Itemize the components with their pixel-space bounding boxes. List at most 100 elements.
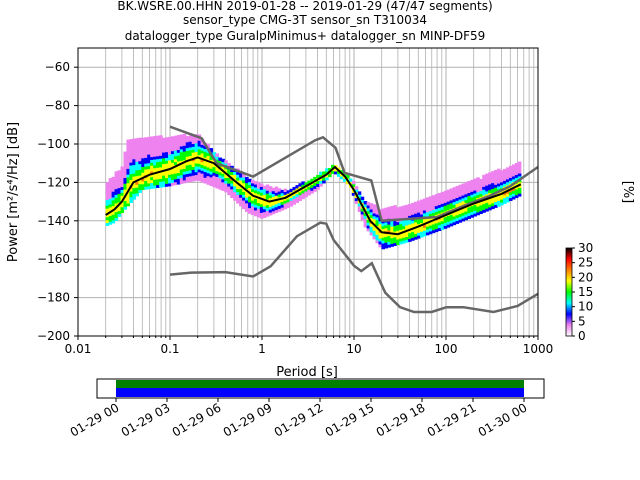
pdf-cell	[153, 141, 157, 146]
pdf-cell	[250, 188, 255, 193]
pdf-cell	[132, 161, 136, 166]
pdf-cell	[197, 148, 202, 153]
pdf-cell	[221, 161, 225, 166]
pdf-cell	[185, 153, 190, 157]
pdf-cell	[517, 193, 522, 197]
pdf-cell	[298, 197, 302, 202]
pdf-cell	[402, 208, 406, 212]
pdf-cell	[159, 164, 163, 168]
pdf-cell	[221, 173, 225, 177]
pdf-cell	[132, 173, 136, 177]
pdf-cell	[440, 191, 445, 196]
pdf-cell	[422, 207, 427, 211]
pdf-cell	[304, 188, 308, 192]
pdf-cell	[381, 214, 386, 218]
pdf-cell	[390, 237, 394, 242]
pdf-cell	[437, 227, 442, 231]
pdf-cell	[369, 206, 374, 210]
plot-area: 0.01 0.1 1 10 100 1000−200−180−160−140−120−10…	[37, 47, 553, 356]
pdf-cell	[253, 207, 258, 211]
pdf-cell	[191, 137, 196, 142]
pdf-cell	[508, 168, 513, 173]
pdf-cell	[129, 139, 133, 143]
pdf-cell	[179, 180, 184, 184]
pdf-cell	[230, 191, 234, 196]
pdf-cell	[402, 211, 406, 215]
pdf-cell	[443, 225, 448, 229]
pdf-cell	[156, 144, 160, 148]
pdf-cell	[126, 153, 131, 158]
pdf-cell	[354, 186, 359, 190]
pdf-cell	[120, 200, 125, 205]
pdf-cell	[419, 231, 424, 235]
colorbar-tick-label: 5	[578, 314, 586, 328]
pdf-cell	[277, 208, 282, 212]
pdf-cell	[277, 191, 282, 195]
pdf-cell	[132, 155, 136, 160]
pdf-cell	[280, 195, 285, 200]
pdf-cell	[194, 145, 199, 150]
pdf-cell	[351, 180, 356, 185]
y-tick-label: −180	[37, 291, 70, 305]
pdf-cell	[236, 171, 240, 175]
pdf-cell	[455, 214, 460, 219]
pdf-cell	[502, 183, 507, 187]
pdf-cell	[256, 185, 261, 189]
pdf-cell	[209, 148, 214, 152]
pdf-cell	[126, 191, 131, 195]
pdf-cell	[479, 207, 483, 212]
pdf-cell	[129, 170, 133, 175]
pdf-cell	[245, 208, 249, 212]
pdf-cell	[197, 157, 202, 161]
pdf-cell	[491, 179, 495, 184]
pdf-cell	[245, 199, 249, 204]
pdf-cell	[396, 210, 400, 214]
pdf-cell	[200, 150, 205, 154]
pdf-cell	[144, 180, 148, 184]
pdf-cell	[206, 178, 211, 182]
pdf-cell	[170, 136, 175, 140]
pdf-cell	[164, 180, 169, 184]
pdf-cell	[194, 168, 199, 173]
pdf-cell	[256, 191, 261, 195]
noise-model-high-line	[169, 125, 538, 223]
pdf-cell	[363, 201, 368, 205]
pdf-cell	[422, 218, 427, 223]
title-line-1: BK.WSRE.00.HHN 2019-01-28 -- 2019-01-29 …	[117, 0, 492, 13]
pdf-cell	[428, 210, 433, 215]
pdf-cell	[123, 151, 128, 155]
pdf-cell	[135, 164, 139, 168]
pdf-cell	[473, 213, 477, 217]
pdf-cell	[156, 164, 160, 168]
pdf-cell	[393, 236, 397, 241]
pdf-cell	[351, 192, 356, 196]
pdf-cell	[126, 159, 131, 164]
pdf-cell	[390, 205, 394, 210]
pdf-cell	[105, 199, 110, 203]
pdf-cell	[253, 189, 258, 194]
pdf-cell	[135, 158, 139, 162]
pdf-cell	[431, 195, 436, 199]
pdf-cell	[322, 180, 326, 184]
pdf-cell	[248, 201, 252, 206]
pdf-cell	[354, 197, 359, 202]
pdf-cell	[111, 217, 116, 221]
pdf-cell	[233, 174, 237, 178]
pdf-cell	[123, 206, 128, 210]
pdf-cell	[156, 167, 160, 171]
pdf-cell	[259, 195, 264, 199]
pdf-cell	[357, 194, 362, 198]
pdf-cell	[411, 220, 415, 224]
pdf-cell	[440, 206, 445, 210]
pdf-cell	[179, 154, 184, 158]
pdf-cell	[443, 202, 448, 206]
pdf-cell	[156, 155, 160, 160]
pdf-cell	[233, 177, 237, 181]
pdf-cell	[256, 211, 261, 215]
pdf-cell	[319, 183, 323, 187]
pdf-cell	[173, 152, 178, 157]
pdf-cell	[505, 176, 510, 180]
pdf-cell	[212, 172, 216, 176]
pdf-cell	[111, 176, 116, 181]
pdf-cell	[245, 179, 249, 184]
